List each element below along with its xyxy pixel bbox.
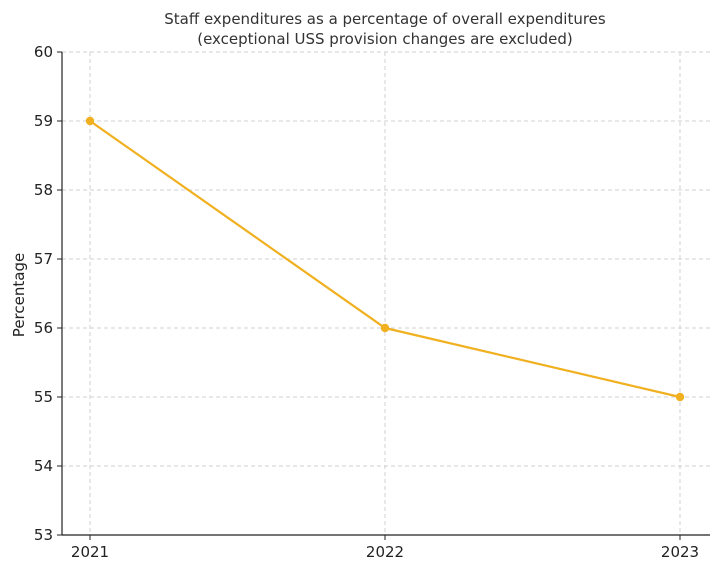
chart-title: Staff expenditures as a percentage of ov…	[164, 10, 606, 28]
chart-subtitle: (exceptional USS provision changes are e…	[197, 30, 573, 48]
y-tick-label: 55	[34, 388, 53, 406]
y-tick-label: 53	[34, 526, 53, 544]
x-tick-label: 2023	[661, 543, 699, 561]
data-point	[380, 323, 390, 333]
y-axis-label: Percentage	[10, 253, 28, 337]
y-tick-label: 57	[34, 250, 53, 268]
tick-labels: 53 54 55 56 57 58 59 60 2021 2022 2023	[34, 43, 699, 561]
grid-lines	[62, 51, 710, 535]
data-point	[85, 116, 95, 126]
x-tick-label: 2022	[366, 543, 404, 561]
y-tick-label: 59	[34, 112, 53, 130]
y-tick-label: 60	[34, 43, 53, 61]
series-layer	[85, 116, 685, 402]
x-tick-label: 2021	[71, 543, 109, 561]
y-tick-label: 56	[34, 319, 53, 337]
y-tick-label: 54	[34, 457, 53, 475]
y-tick-label: 58	[34, 181, 53, 199]
axes	[57, 51, 710, 540]
data-point	[675, 392, 685, 402]
